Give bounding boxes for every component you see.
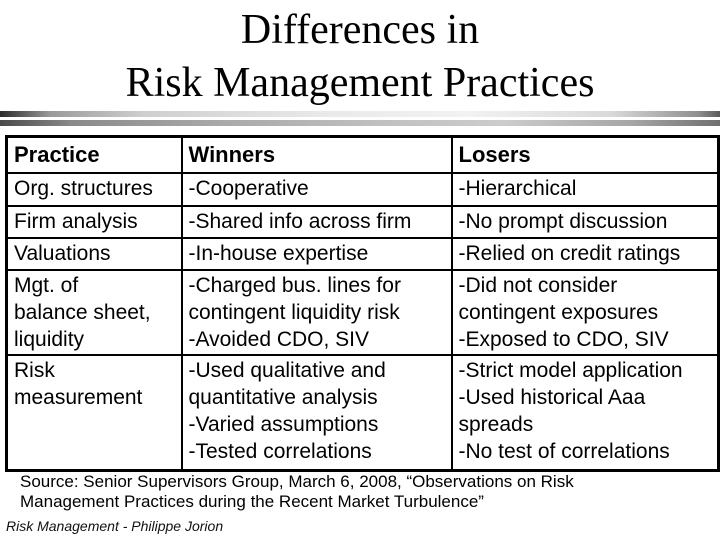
losers-cell: -No prompt discussion (450, 204, 720, 239)
practice-cell: Firm analysis (5, 204, 183, 239)
practice-cell: Valuations (5, 236, 183, 271)
practice-cell: Risk measurement (5, 353, 183, 472)
title-divider-bottom (0, 120, 720, 126)
winners-cell: -In-house expertise (180, 236, 453, 271)
losers-cell: -Hierarchical (450, 171, 720, 207)
source-note: Source: Senior Supervisors Group, March … (20, 472, 574, 511)
column-header-losers: Losers (450, 135, 720, 174)
practice-cell: Org. structures (5, 171, 183, 207)
column-header-winners: Winners (180, 135, 453, 174)
slide-title: Differences in Risk Management Practices (125, 7, 595, 106)
losers-cell: -Did not consider contingent exposures -… (450, 268, 720, 356)
losers-cell: -Strict model application -Used historic… (450, 353, 720, 472)
table-row: Mgt. of balance sheet, liquidity -Charge… (5, 268, 720, 356)
winners-cell: -Cooperative (180, 171, 453, 207)
table-row: Firm analysis -Shared info across firm -… (5, 204, 720, 239)
slide-footer: Risk Management - Philippe Jorion (6, 518, 224, 534)
column-header-practice: Practice (5, 135, 183, 174)
winners-cell: -Shared info across firm (180, 204, 453, 239)
table-header-row: Practice Winners Losers (5, 135, 720, 174)
table-row: Risk measurement -Used qualitative and q… (5, 353, 720, 472)
losers-cell: -Relied on credit ratings (450, 236, 720, 271)
title-divider-top (0, 111, 720, 117)
table-row: Valuations -In-house expertise -Relied o… (5, 236, 720, 271)
winners-cell: -Used qualitative and quantitative analy… (180, 353, 453, 472)
winners-cell: -Charged bus. lines for contingent liqui… (180, 268, 453, 356)
comparison-table: Practice Winners Losers Org. structures … (5, 135, 720, 472)
table-row: Org. structures -Cooperative -Hierarchic… (5, 171, 720, 207)
practice-cell: Mgt. of balance sheet, liquidity (5, 268, 183, 356)
